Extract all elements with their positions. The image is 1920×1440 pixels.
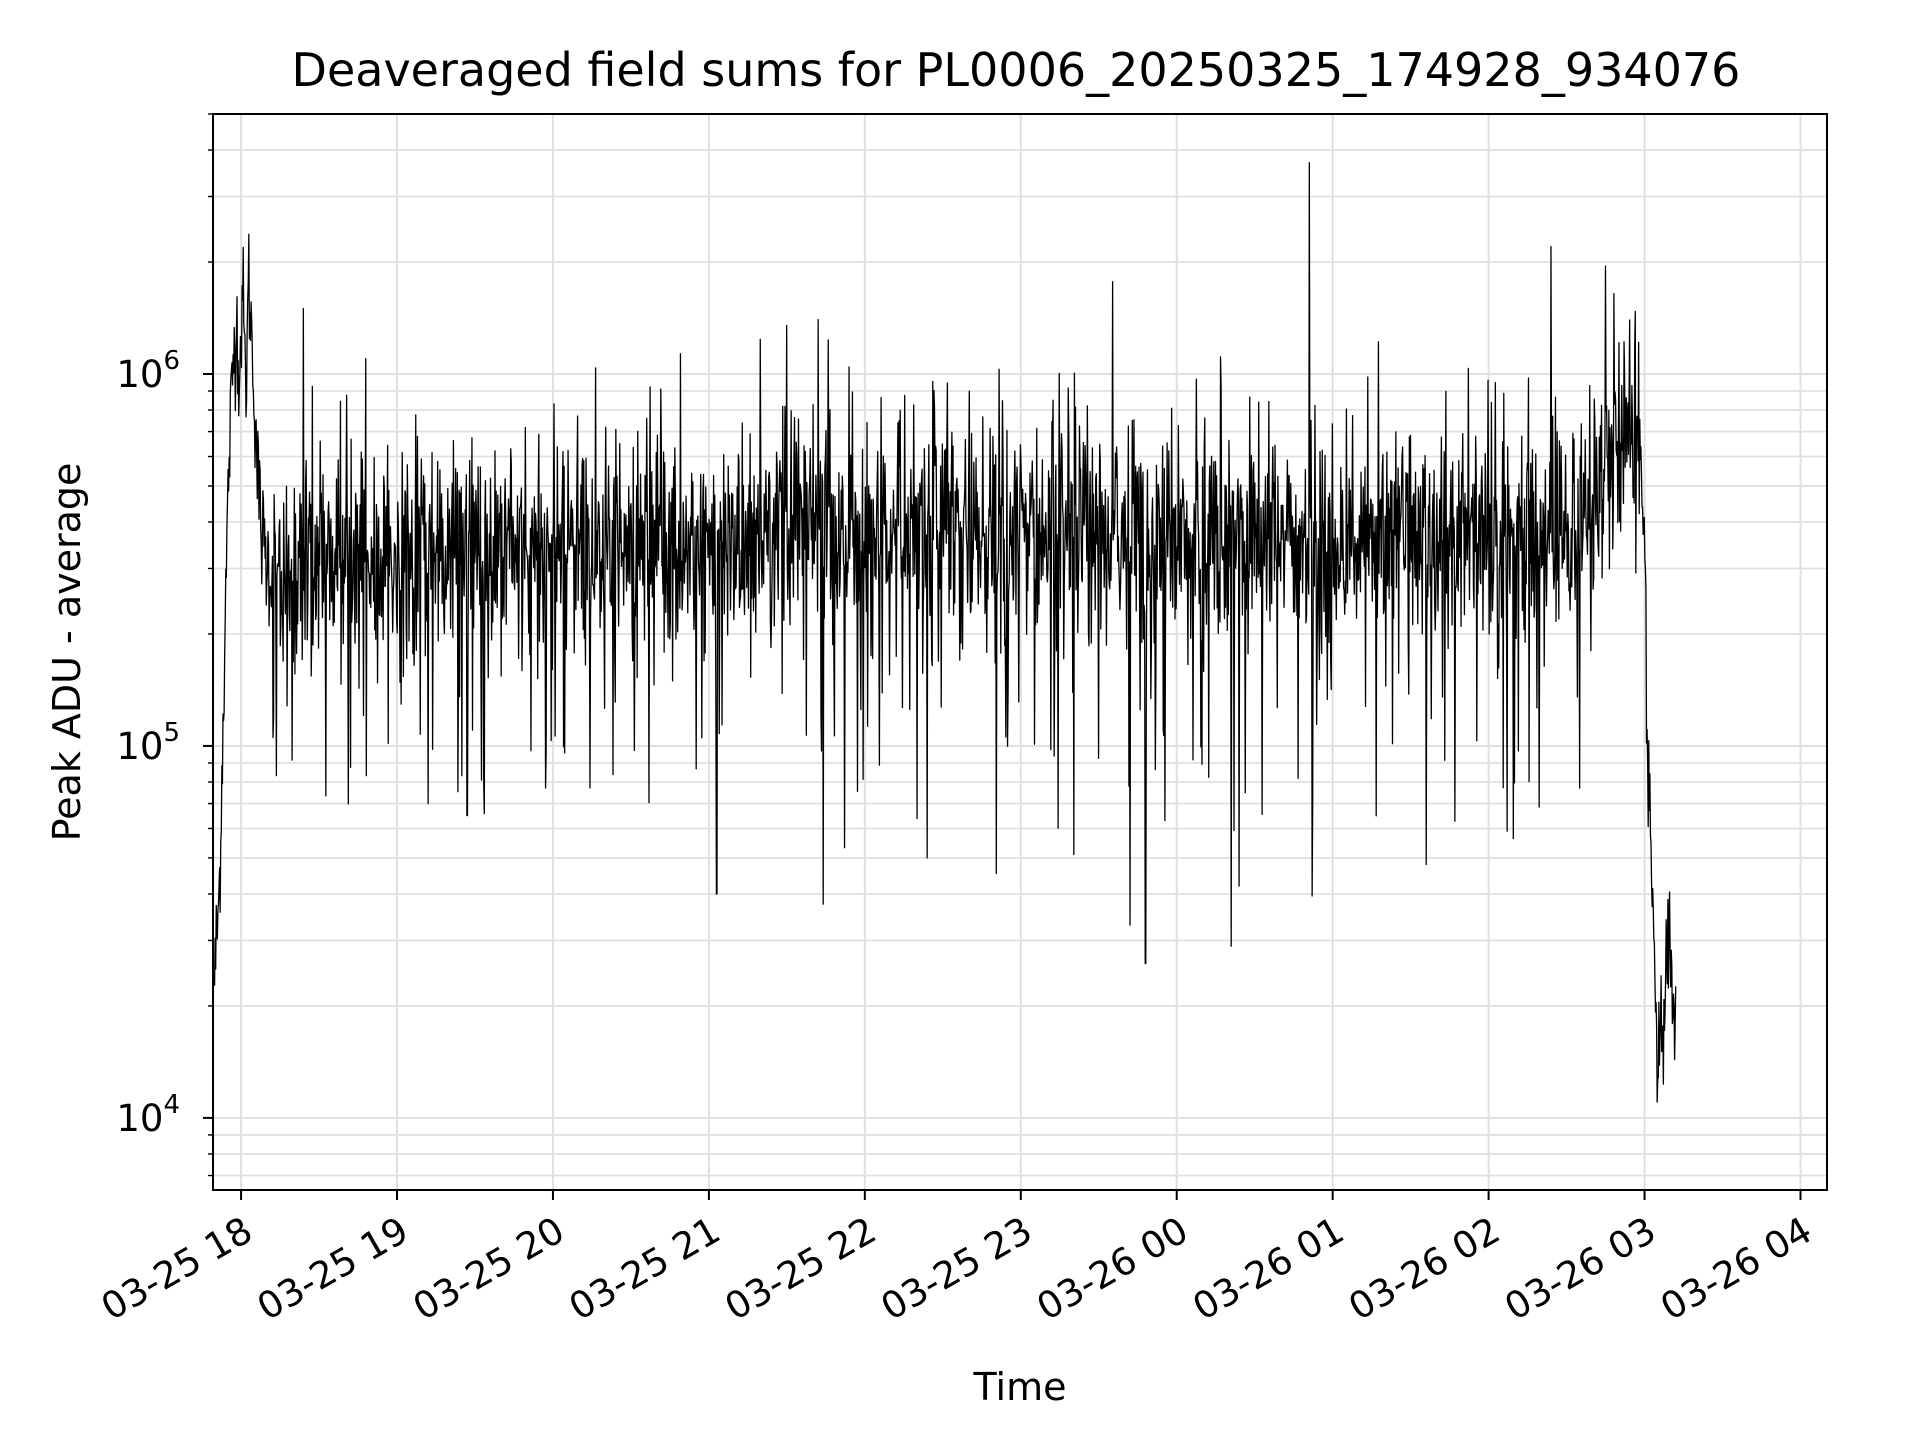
chart-title: Deaveraged field sums for PL0006_2025032…: [292, 43, 1741, 97]
y-tick-label: 104: [116, 1090, 180, 1140]
x-axis-label: Time: [973, 1365, 1067, 1409]
grid: [213, 113, 1827, 1190]
y-axis: 104 105 106: [116, 113, 213, 1177]
x-tick-label: 03-26 00: [1030, 1209, 1196, 1329]
y-tick-label: 105: [116, 718, 180, 768]
x-tick-label: 03-26 01: [1186, 1209, 1352, 1329]
x-tick-label: 03-25 23: [874, 1209, 1040, 1329]
x-tick-label: 03-26 04: [1653, 1209, 1819, 1329]
y-tick-label: 106: [116, 346, 180, 396]
x-tick-label: 03-25 19: [250, 1209, 416, 1329]
x-tick-label: 03-26 03: [1497, 1209, 1663, 1329]
x-tick-label: 03-25 22: [718, 1209, 884, 1329]
y-axis-label: Peak ADU - average: [45, 463, 89, 842]
series-line: [213, 161, 1677, 1103]
x-tick-label: 03-26 02: [1342, 1209, 1508, 1329]
x-tick-label: 03-25 18: [94, 1209, 260, 1329]
x-tick-label: 03-25 20: [406, 1209, 572, 1329]
x-tick-label: 03-25 21: [562, 1209, 728, 1329]
